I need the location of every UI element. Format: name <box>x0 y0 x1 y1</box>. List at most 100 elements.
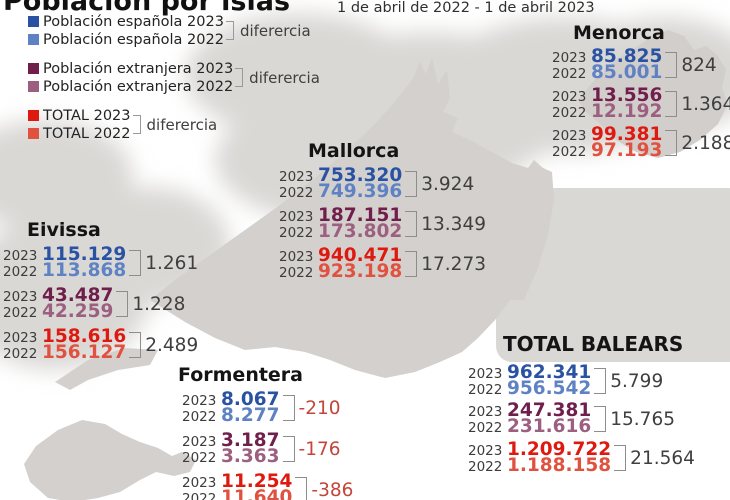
value-spanish-2022: 8.277 <box>221 405 280 426</box>
stat-group-spanish: 2023 115.129 2022 113.868 1.261 <box>3 245 199 281</box>
stat-group-total: 2023 11.254 2022 11.640 -386 <box>182 471 354 500</box>
diff-bracket <box>405 251 418 277</box>
year-label: 2022 <box>182 491 217 500</box>
year-label: 2023 <box>468 366 503 382</box>
island-title: TOTAL BALEARS <box>503 332 684 356</box>
year-label: 2023 <box>182 434 217 450</box>
map-mallorca-silhouette <box>150 58 554 378</box>
diff-bracket <box>295 477 308 500</box>
year-label: 2023 <box>468 443 503 459</box>
legend-swatch-spanish-2023 <box>28 16 39 27</box>
diff-value: -176 <box>298 438 341 460</box>
year-label: 2023 <box>3 330 38 346</box>
value-total-2022: 11.640 <box>221 487 293 500</box>
legend-label: Población española 2023 <box>43 13 224 30</box>
diff-bracket <box>665 91 678 117</box>
diff-bracket <box>594 406 607 432</box>
diff-value: 13.349 <box>421 213 486 235</box>
year-label: 2022 <box>3 346 38 362</box>
value-total-2022: 156.127 <box>42 342 127 363</box>
year-label: 2022 <box>3 264 38 280</box>
year-label: 2022 <box>3 305 38 321</box>
year-label: 2023 <box>182 475 217 491</box>
stat-group-total: 2023 99.381 2022 97.193 2.188 <box>552 124 730 161</box>
value-foreign-2022: 231.616 <box>507 416 592 437</box>
legend-diff-label: diferercia <box>239 21 311 40</box>
value-foreign-2023: 187.151 <box>318 205 403 226</box>
legend-swatch-total-2023 <box>28 110 39 121</box>
legend-group-foreign: Población extranjera 2023 Población extr… <box>28 60 320 95</box>
diff-bracket <box>665 130 678 156</box>
value-foreign-2023: 43.487 <box>42 285 114 306</box>
diff-bracket <box>594 368 607 394</box>
legend-swatch-foreign-2023 <box>28 63 39 74</box>
legend-bracket <box>225 21 234 40</box>
island-block-total-balears: TOTAL BALEARS 2023 962.341 2022 956.542 5.… <box>468 332 695 480</box>
island-title: Mallorca <box>308 140 400 162</box>
legend-swatch-foreign-2022 <box>28 81 39 92</box>
page-subtitle: 1 de abril de 2022 - 1 de abril 2023 <box>337 0 595 16</box>
value-total-2022: 97.193 <box>591 140 663 161</box>
value-total-2023: 158.616 <box>42 326 127 347</box>
year-label: 2022 <box>279 185 314 201</box>
value-foreign-2022: 42.259 <box>42 301 114 322</box>
year-label: 2023 <box>279 209 314 225</box>
diff-value: 5.799 <box>610 370 664 392</box>
diff-value: -386 <box>311 479 354 500</box>
island-title: Menorca <box>573 22 665 44</box>
value-spanish-2023: 85.825 <box>591 46 663 67</box>
legend-diff-label: diferercia <box>146 115 218 134</box>
legend: Población española 2023 Población españo… <box>28 13 320 154</box>
map-menorca-silhouette <box>578 30 728 158</box>
legend-label: Población extranjera 2023 <box>43 60 234 77</box>
year-label: 2023 <box>552 89 587 105</box>
year-label: 2022 <box>552 144 587 160</box>
year-label: 2023 <box>552 128 587 144</box>
legend-item: Población extranjera 2022 <box>28 78 233 95</box>
year-label: 2022 <box>468 459 503 475</box>
diff-bracket <box>614 445 627 471</box>
stat-group-foreign: 2023 187.151 2022 173.802 13.349 <box>279 205 486 242</box>
legend-item: TOTAL 2022 <box>28 125 131 142</box>
value-foreign-2023: 3.187 <box>221 430 280 451</box>
value-foreign-2023: 247.381 <box>507 400 592 421</box>
value-spanish-2022: 113.868 <box>42 260 127 281</box>
stat-group-total: 2023 1.209.722 2022 1.188.158 21.564 <box>468 439 695 475</box>
legend-item: Población española 2022 <box>28 31 224 48</box>
year-label: 2023 <box>279 249 314 265</box>
diff-bracket <box>405 171 418 197</box>
year-label: 2023 <box>182 393 217 409</box>
value-foreign-2022: 3.363 <box>221 446 280 467</box>
page-title: Población por islas <box>3 0 291 17</box>
value-spanish-2022: 85.001 <box>591 62 663 83</box>
diff-bracket <box>129 332 142 358</box>
year-label: 2022 <box>552 66 587 82</box>
diff-value: 1.261 <box>145 252 199 274</box>
legend-diff-label: diferercia <box>249 68 320 87</box>
diff-value: 1.228 <box>132 293 186 315</box>
map-mallorca-southwest-cape <box>55 348 158 390</box>
value-total-2023: 11.254 <box>221 471 293 492</box>
map-eivissa-silhouette <box>24 420 196 500</box>
island-block-eivissa: Eivissa 2023 115.129 2022 113.868 1.261 20… <box>3 219 198 370</box>
diff-value: 1.364 <box>681 93 730 115</box>
island-title: Eivissa <box>27 219 101 241</box>
value-foreign-2022: 173.802 <box>318 221 403 242</box>
diff-bracket <box>116 291 129 317</box>
island-block-formentera: Formentera 2023 8.067 2022 8.277 -210 2023… <box>178 364 354 500</box>
legend-swatch-total-2022 <box>28 128 39 139</box>
diff-value: 2.188 <box>681 132 730 154</box>
value-total-2023: 99.381 <box>591 124 663 145</box>
total-balears-panel <box>496 188 730 362</box>
year-label: 2022 <box>279 265 314 281</box>
legend-label: TOTAL 2022 <box>43 125 131 142</box>
diff-value: -210 <box>298 397 341 419</box>
legend-item: Población española 2023 <box>28 13 224 30</box>
diff-bracket <box>282 395 295 421</box>
diff-value: 2.489 <box>145 334 199 356</box>
year-label: 2023 <box>3 289 38 305</box>
value-total-2023: 1.209.722 <box>507 439 612 460</box>
diff-value: 17.273 <box>421 253 486 275</box>
legend-bracket <box>132 115 141 134</box>
